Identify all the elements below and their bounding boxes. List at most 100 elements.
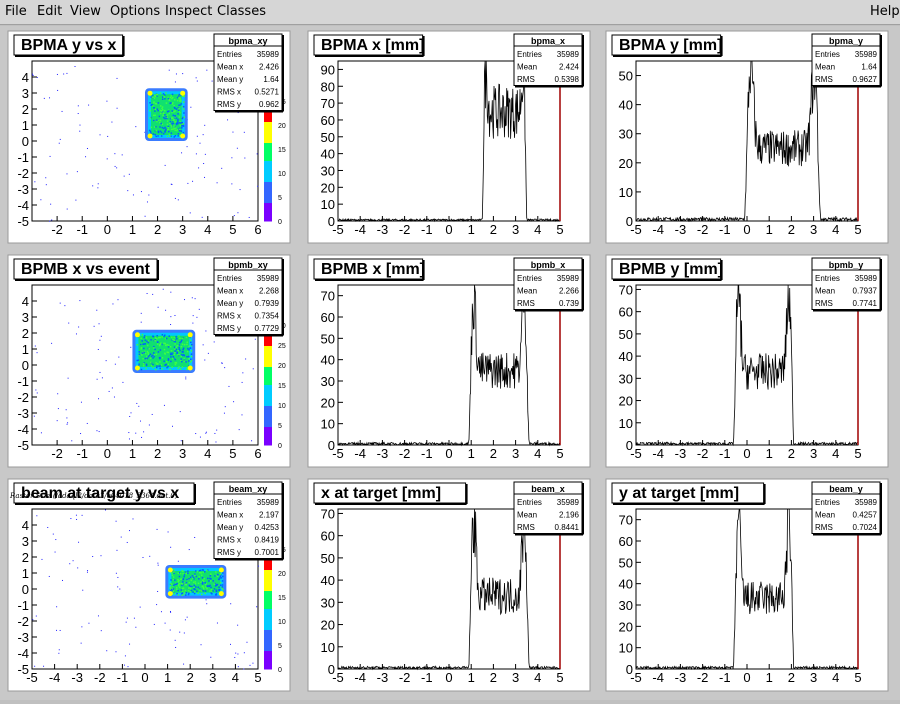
palette-cell	[264, 585, 272, 589]
density-point	[173, 339, 175, 342]
density-point	[165, 363, 168, 366]
palette-cell	[264, 567, 272, 571]
x-tick-label: -4	[354, 670, 366, 685]
noise-point	[192, 315, 194, 317]
density-point	[171, 574, 174, 577]
density-point	[172, 338, 174, 341]
stats-name: bpma_x	[531, 36, 565, 46]
y-tick-label: -5	[17, 214, 29, 229]
x-tick-label: 3	[512, 446, 519, 461]
noise-point	[198, 308, 200, 310]
noise-point	[67, 422, 69, 424]
noise-point	[40, 432, 42, 434]
noise-point	[170, 611, 172, 613]
density-point	[209, 574, 212, 577]
y-tick-label: 2	[22, 326, 29, 341]
noise-point	[86, 147, 88, 149]
noise-point	[105, 360, 107, 362]
menu-file[interactable]: File	[5, 4, 27, 19]
noise-point	[116, 549, 118, 551]
density-point	[190, 589, 193, 592]
palette-cell	[264, 400, 272, 404]
palette-cell	[264, 594, 272, 598]
menu-inspect[interactable]: Inspect	[165, 4, 213, 19]
palette-cell	[264, 561, 272, 565]
palette-cell	[264, 439, 272, 443]
menu-view[interactable]: View	[70, 4, 101, 19]
x-tick-label: 5	[229, 446, 236, 461]
density-point	[179, 122, 182, 124]
density-point	[189, 585, 191, 588]
x-tick-label: -3	[675, 670, 687, 685]
density-point	[150, 339, 152, 341]
density-point	[154, 133, 156, 136]
density-point	[169, 122, 171, 124]
density-point	[198, 571, 201, 574]
menu-help[interactable]: Help	[870, 4, 900, 19]
density-point	[164, 94, 166, 96]
density-point	[149, 357, 152, 360]
noise-point	[36, 352, 38, 354]
palette-cell	[264, 176, 272, 180]
menu-edit[interactable]: Edit	[37, 4, 63, 19]
y-tick-label: -4	[17, 646, 29, 661]
noise-point	[256, 153, 258, 155]
plot-area	[337, 60, 561, 222]
density-point	[175, 335, 177, 338]
density-point	[190, 341, 192, 344]
menu-classes[interactable]: Classes	[217, 4, 266, 19]
noise-point	[199, 436, 201, 438]
y-tick-label: 20	[619, 156, 633, 171]
density-point	[157, 135, 159, 137]
beam-spot-inner	[138, 335, 190, 367]
noise-point	[80, 642, 82, 644]
noise-point	[80, 401, 82, 403]
noise-point	[116, 107, 118, 109]
y-tick-label: 10	[321, 417, 335, 432]
density-point	[179, 104, 181, 106]
density-point	[179, 112, 181, 114]
noise-point	[207, 352, 209, 354]
palette-tick-label: 15	[278, 147, 286, 154]
density-point	[153, 126, 156, 128]
density-point	[173, 104, 175, 107]
menu-options[interactable]: Options	[110, 4, 161, 19]
palette-cell	[264, 657, 272, 661]
palette-cell	[264, 666, 272, 670]
density-point	[174, 362, 176, 364]
density-point	[173, 336, 175, 339]
density-point	[149, 117, 152, 119]
x-tick-label: -3	[675, 446, 687, 461]
noise-point	[244, 157, 246, 159]
x-tick-label: 3	[179, 446, 186, 461]
palette-cell	[264, 215, 272, 219]
density-point	[154, 102, 157, 105]
root-canvas[interactable]: -2-10123456-5-4-3-2-1012342520151050BPMA…	[0, 26, 900, 700]
density-point	[155, 129, 157, 132]
noise-point	[185, 376, 187, 378]
density-point	[173, 118, 175, 121]
palette-cell	[264, 391, 272, 395]
density-point	[161, 98, 164, 101]
density-point	[216, 575, 219, 578]
density-point	[171, 591, 174, 593]
density-point	[147, 355, 150, 358]
noise-point	[43, 97, 45, 99]
noise-point	[45, 184, 47, 186]
stats-key: Entries	[815, 274, 840, 283]
noise-point	[142, 557, 144, 559]
density-point	[172, 585, 174, 588]
density-point	[170, 336, 173, 339]
density-point	[177, 572, 179, 574]
density-point	[161, 110, 163, 112]
noise-point	[169, 629, 171, 631]
stats-value: 0.739	[559, 299, 580, 308]
density-point	[172, 117, 175, 120]
palette-cell	[264, 206, 272, 210]
density-point	[156, 93, 158, 96]
density-point	[177, 578, 179, 581]
x-tick-label: 4	[534, 670, 541, 685]
x-tick-label: -5	[332, 446, 344, 461]
y-tick-label: -5	[17, 662, 29, 677]
y-tick-label: 40	[619, 577, 633, 592]
